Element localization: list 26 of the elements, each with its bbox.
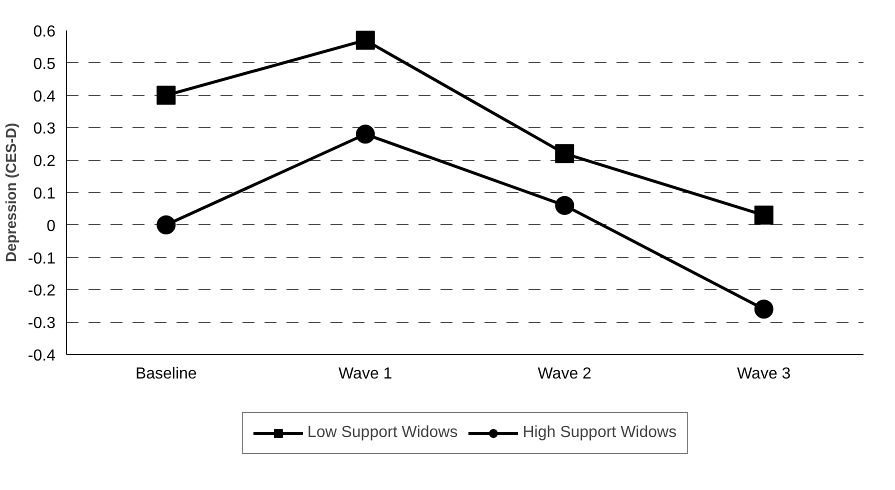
y-tick-label: -0.3 — [28, 315, 56, 332]
y-tick-label: 0 — [46, 218, 56, 235]
y-tick-label: 0.3 — [33, 120, 56, 138]
y-tick-label: -0.1 — [28, 250, 56, 268]
y-tick-label: 0.5 — [33, 56, 56, 73]
x-tick-label: Wave 3 — [737, 366, 791, 382]
point — [156, 215, 176, 234]
point — [356, 124, 375, 144]
point — [754, 300, 774, 319]
legend-label: Low Support Widows — [307, 424, 458, 442]
x-tick-label: Wave 2 — [538, 366, 592, 382]
y-tick-label: 0.4 — [33, 88, 56, 106]
x-tick-label: Baseline — [135, 366, 197, 382]
point — [555, 196, 574, 215]
point — [754, 206, 774, 225]
y-tick-label: 0.1 — [33, 186, 56, 202]
y-tick-label: 0.2 — [33, 153, 56, 170]
y-tick-label: -0.2 — [28, 282, 56, 300]
point — [156, 86, 176, 105]
y-tick-label: -0.4 — [28, 348, 56, 364]
point — [356, 30, 375, 50]
point — [555, 144, 574, 164]
y-tick-label: 0.6 — [33, 24, 56, 40]
x-tick-label: Wave 1 — [338, 366, 392, 382]
legend-label: High Support Widows — [522, 424, 677, 442]
y-axis-title: Depression (CES-D) — [4, 122, 20, 262]
